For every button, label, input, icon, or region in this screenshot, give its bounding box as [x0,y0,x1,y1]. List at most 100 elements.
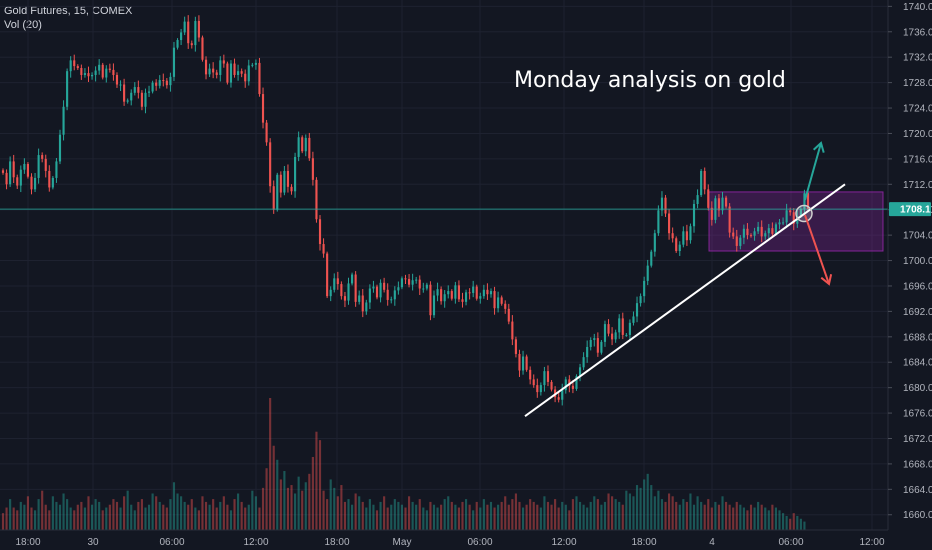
candle-body [440,289,443,302]
candle-body [475,286,478,299]
candle-body [123,84,126,102]
candle-body [397,287,400,291]
symbol-title[interactable]: Gold Futures, 15, COMEX [4,5,133,17]
candle-body [593,338,596,340]
volume-bar [511,499,514,530]
volume-bar [568,510,571,530]
consolidation-zone [708,191,884,252]
volume-bar [340,485,343,530]
current-price-tag-bg [889,202,931,217]
candle-body [760,226,763,237]
candle-body [625,334,628,336]
volume-indicator-label[interactable]: Vol (20) [4,19,42,31]
annotation-text: Monday analysis on gold [514,68,786,93]
volume-bar [774,507,778,530]
candle-body [133,87,136,93]
volume-bar [172,482,176,530]
volume-bar [603,501,607,530]
volume-bar [586,507,589,530]
consolidation-box [708,191,884,252]
volume-bar [26,496,30,530]
candle-body [422,288,425,290]
volume-bar [265,468,268,530]
candle-body [543,371,546,386]
candle-body [240,71,243,74]
volume-bar [87,496,90,530]
candle-body [668,213,671,234]
volume-bar [237,493,240,530]
volume-bar [76,504,79,530]
volume-bar [379,501,382,530]
volume-bar [454,504,457,530]
candle-body [137,87,140,93]
volume-bar [749,504,753,530]
candle-body [297,137,300,157]
candle-body [290,186,293,192]
volume-bar [479,507,482,530]
candle-body [69,60,72,72]
candle-body [721,197,724,211]
volume-bar [400,504,404,530]
candle-body [486,289,489,295]
volume-bar [789,518,792,530]
volume-bar [753,507,756,530]
candle-body [692,203,696,227]
candle-body [436,289,439,296]
volume-bar [151,493,154,530]
candle-body [521,356,525,371]
candle-body [404,278,407,280]
candle-body [717,198,721,211]
x-tick-label: 06:00 [467,537,492,548]
candle-body [575,376,578,389]
candle-body [447,291,450,295]
candle-body [621,318,624,335]
candle-body [51,177,54,188]
bullish-arrow-shaft [804,142,822,201]
candle-body [764,233,767,237]
volume-bar [115,501,119,530]
volume-bar [682,499,685,530]
bullish-arrow-head [812,141,825,153]
volume-bar [393,499,396,530]
volume-bar [671,496,674,530]
candle-body [454,285,457,299]
grid [0,0,888,530]
volume-bar [23,504,26,530]
candle-body [418,279,421,289]
y-tick-label: 1716.0 [903,154,932,165]
volume-bar [593,496,596,530]
volume-bar [19,501,22,530]
volume-bar [692,504,696,530]
volume-bar [130,504,133,530]
candle-body [294,156,297,192]
candle-body [489,291,493,295]
volume-bar [247,504,250,530]
breakpoint-circle [795,204,813,223]
candle-body [258,62,261,95]
candle-body [792,212,795,224]
candle-body [728,206,731,233]
volume-bar [675,501,678,530]
candle-body [536,385,539,393]
volume-bar [725,501,728,530]
current-price-tag: 1708.1 [889,202,931,217]
candle-body [539,385,542,393]
candle-body [468,292,471,294]
volume-bar [144,507,147,530]
volume-bar [372,504,375,530]
candle-body [443,294,446,302]
volume-bar [653,496,656,530]
volume-bar [739,504,742,530]
candle-body [16,177,19,186]
candle-body [261,94,265,123]
volume-bar [12,507,15,530]
volume-bar [354,493,357,530]
y-tick-label: 1688.0 [903,332,932,343]
candle-body [700,170,703,196]
candle-body [23,163,26,170]
volume-bar [732,507,735,530]
volume-bar [639,487,642,530]
candle-body [318,219,322,245]
candle-body [283,170,286,193]
